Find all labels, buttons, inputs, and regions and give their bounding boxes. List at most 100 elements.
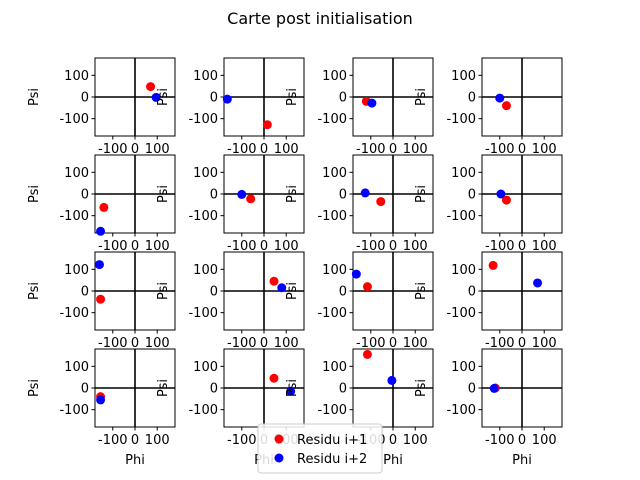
xtick-label-r3c4-2: 100: [532, 336, 557, 351]
point-r2c3-s2: [360, 188, 370, 198]
xtick-label-r1c4-0: -100: [485, 142, 515, 157]
ytick-label-r4c4-2: 100: [451, 360, 476, 375]
ytick-label-r4c2-1: 0: [210, 382, 218, 397]
xtick-label-r1c4-2: 100: [532, 142, 557, 157]
point-r2c4-s2: [496, 189, 506, 199]
ytick-label-r3c2-0: -100: [188, 306, 218, 321]
xtick-label-r3c1-2: 100: [145, 336, 170, 351]
xlabel-r4c4: Phi: [512, 453, 532, 468]
ytick-label-r2c3-1: 0: [339, 188, 347, 203]
ytick-label-r1c2-1: 0: [210, 91, 218, 106]
legend-label-residu-i1: Residu i+1: [297, 433, 367, 448]
point-r4c3-s1: [362, 349, 372, 359]
ylabel-r2c3: Psi: [285, 185, 300, 203]
point-r2c1-s2: [96, 226, 106, 236]
xtick-label-r1c1-2: 100: [145, 142, 170, 157]
ytick-label-r2c4-2: 100: [451, 166, 476, 181]
ytick-label-r1c1-2: 100: [64, 69, 89, 84]
ytick-label-r3c2-2: 100: [193, 263, 218, 278]
xtick-label-r1c2-0: -100: [227, 142, 257, 157]
xtick-label-r1c1-0: -100: [98, 142, 128, 157]
point-r4c2-s1: [269, 373, 279, 383]
point-r2c1-s1: [99, 202, 109, 212]
xtick-label-r2c1-0: -100: [98, 239, 128, 254]
legend-marker-residu-i2: [274, 453, 284, 463]
ytick-label-r1c3-2: 100: [322, 69, 347, 84]
ytick-label-r2c1-0: -100: [59, 209, 89, 224]
ylabel-r4c4: Psi: [414, 379, 429, 397]
ytick-label-r1c3-1: 0: [339, 91, 347, 106]
ytick-label-r1c1-0: -100: [59, 112, 89, 127]
ylabel-r3c4: Psi: [414, 282, 429, 300]
ytick-label-r1c4-1: 0: [468, 91, 476, 106]
ylabel-r4c1: Psi: [27, 379, 42, 397]
point-r1c1-s1: [146, 82, 156, 92]
xtick-label-r1c2-1: 0: [260, 142, 268, 157]
point-r3c3-s2: [351, 269, 361, 279]
ytick-label-r3c2-1: 0: [210, 285, 218, 300]
xtick-label-r3c3-1: 0: [389, 336, 397, 351]
point-r3c1-s2: [94, 260, 104, 270]
ytick-label-r4c2-0: -100: [188, 403, 218, 418]
ytick-label-r2c1-1: 0: [81, 188, 89, 203]
xtick-label-r3c1-1: 0: [131, 336, 139, 351]
xtick-label-r4c4-1: 0: [518, 433, 526, 448]
xtick-label-r3c4-0: -100: [485, 336, 515, 351]
legend-label-residu-i2: Residu i+2: [297, 452, 367, 467]
xtick-label-r2c4-0: -100: [485, 239, 515, 254]
xtick-label-r3c2-1: 0: [260, 336, 268, 351]
xtick-label-r1c3-1: 0: [389, 142, 397, 157]
xtick-label-r4c4-2: 100: [532, 433, 557, 448]
xtick-label-r1c1-1: 0: [131, 142, 139, 157]
ytick-label-r2c4-0: -100: [446, 209, 476, 224]
xtick-label-r4c1-2: 100: [145, 433, 170, 448]
xtick-label-r2c4-2: 100: [532, 239, 557, 254]
xtick-label-r2c4-1: 0: [518, 239, 526, 254]
ytick-label-r2c3-0: -100: [317, 209, 347, 224]
xlabel-r4c3: Phi: [383, 453, 403, 468]
point-r3c2-s1: [269, 276, 279, 286]
xtick-label-r2c3-1: 0: [389, 239, 397, 254]
point-r1c2-s1: [262, 120, 272, 130]
xtick-label-r1c3-0: -100: [356, 142, 386, 157]
xtick-label-r3c3-0: -100: [356, 336, 386, 351]
ytick-label-r1c4-0: -100: [446, 112, 476, 127]
point-r2c4-s1: [501, 195, 511, 205]
xtick-label-r1c3-2: 100: [403, 142, 428, 157]
xtick-label-r4c4-0: -100: [485, 433, 515, 448]
xtick-label-r3c2-0: -100: [227, 336, 257, 351]
xtick-label-r2c2-2: 100: [274, 239, 299, 254]
xtick-label-r2c1-2: 100: [145, 239, 170, 254]
ylabel-r2c1: Psi: [27, 185, 42, 203]
point-r3c4-s1: [488, 260, 498, 270]
ytick-label-r4c1-2: 100: [64, 360, 89, 375]
ytick-label-r1c3-0: -100: [317, 112, 347, 127]
ytick-label-r2c3-2: 100: [322, 166, 347, 181]
point-r3c3-s1: [362, 282, 372, 292]
point-r3c2-s2: [277, 283, 287, 293]
ylabel-r1c1: Psi: [27, 88, 42, 106]
ytick-label-r4c1-1: 0: [81, 382, 89, 397]
ytick-label-r2c2-0: -100: [188, 209, 218, 224]
ytick-label-r3c3-0: -100: [317, 306, 347, 321]
ylabel-r4c3: Psi: [285, 379, 300, 397]
ytick-label-r1c4-2: 100: [451, 69, 476, 84]
ytick-label-r3c4-2: 100: [451, 263, 476, 278]
point-r1c2-s2: [222, 94, 232, 104]
point-r3c1-s1: [96, 294, 106, 304]
ytick-label-r4c1-0: -100: [59, 403, 89, 418]
point-r2c2-s2: [237, 189, 247, 199]
xtick-label-r3c3-2: 100: [403, 336, 428, 351]
ytick-label-r3c1-2: 100: [64, 263, 89, 278]
ytick-label-r3c3-1: 0: [339, 285, 347, 300]
ytick-label-r3c1-1: 0: [81, 285, 89, 300]
